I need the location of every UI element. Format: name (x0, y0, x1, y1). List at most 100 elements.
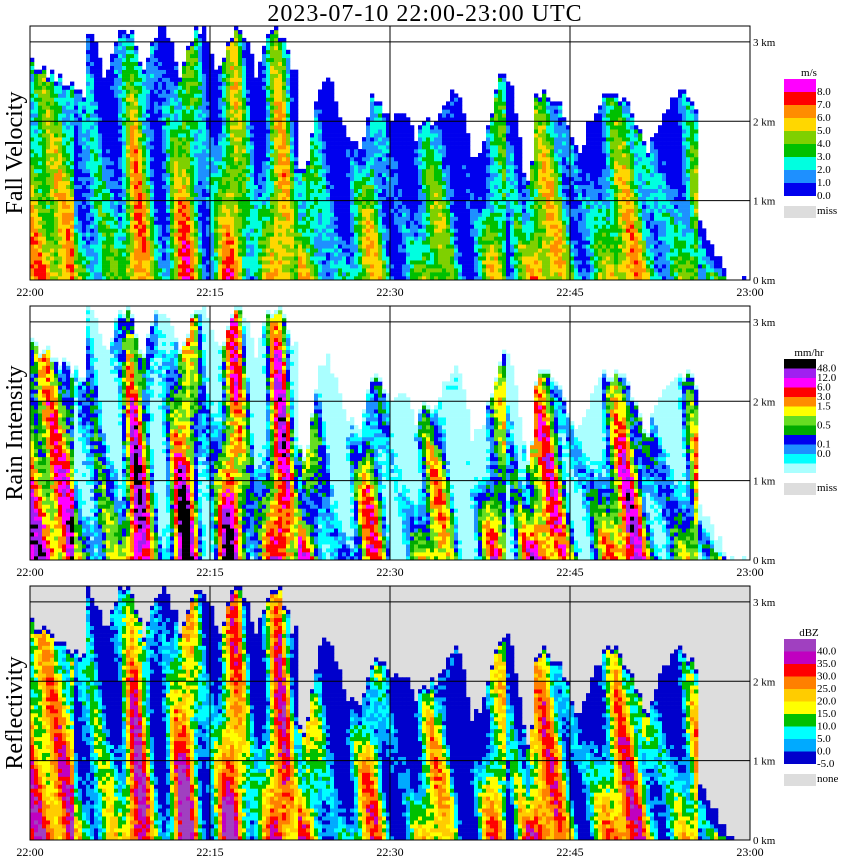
heatmap-cell (82, 196, 87, 201)
heatmap-cell (322, 164, 327, 170)
heatmap-cell (358, 240, 363, 245)
heatmap-cell (242, 236, 247, 241)
heatmap-cell (102, 117, 107, 122)
heatmap-cell (62, 212, 67, 217)
heatmap-cell (334, 236, 339, 241)
heatmap-cell (134, 109, 139, 114)
heatmap-cell (242, 176, 247, 182)
heatmap-cell (278, 141, 283, 146)
heatmap-cell (38, 89, 43, 94)
heatmap-cell (102, 264, 107, 269)
heatmap-cell (186, 264, 191, 269)
heatmap-cell (362, 252, 367, 257)
heatmap-cell (50, 176, 55, 182)
heatmap-cell (194, 97, 199, 102)
heatmap-cell (330, 260, 335, 265)
heatmap-cell (198, 240, 203, 245)
heatmap-cell (234, 228, 239, 233)
heatmap-cell (230, 105, 235, 110)
heatmap-cell (78, 268, 83, 273)
heatmap-cell (110, 160, 115, 166)
heatmap-cell (202, 33, 207, 39)
heatmap-cell (162, 93, 167, 98)
heatmap-cell (194, 141, 199, 146)
heatmap-cell (74, 105, 79, 110)
heatmap-cell (30, 81, 35, 86)
heatmap-cell (342, 176, 347, 182)
heatmap-cell (326, 200, 331, 205)
heatmap-cell (166, 212, 171, 217)
heatmap-cell (322, 153, 327, 158)
heatmap-cell (202, 26, 207, 31)
heatmap-cell (254, 168, 259, 174)
heatmap-cell (70, 184, 75, 190)
heatmap-cell (350, 256, 355, 261)
heatmap-cell (154, 45, 159, 51)
heatmap-cell (178, 93, 183, 98)
heatmap-cell (378, 160, 383, 166)
heatmap-cell (50, 121, 55, 126)
heatmap-cell (382, 121, 387, 126)
heatmap-cell (394, 141, 399, 146)
heatmap-cell (262, 204, 267, 209)
heatmap-cell (218, 109, 223, 114)
heatmap-cell (106, 164, 111, 170)
heatmap-cell (298, 248, 303, 253)
heatmap-cell (90, 37, 95, 43)
heatmap-cell (126, 200, 131, 205)
heatmap-cell (258, 69, 263, 74)
heatmap-cell (210, 101, 215, 106)
heatmap-cell (138, 61, 143, 66)
heatmap-cell (230, 145, 235, 150)
heatmap-cell (194, 137, 199, 142)
heatmap-cell (274, 57, 279, 63)
heatmap-cell (338, 248, 343, 253)
heatmap-cell (114, 77, 119, 82)
heatmap-cell (46, 212, 51, 217)
heatmap-cell (198, 93, 203, 98)
heatmap-cell (234, 101, 239, 106)
heatmap-cell (274, 164, 279, 170)
heatmap-cell (226, 208, 231, 213)
heatmap-cell (58, 113, 63, 118)
heatmap-cell (234, 184, 239, 190)
heatmap-cell (34, 89, 39, 94)
heatmap-cell (166, 129, 171, 134)
heatmap-cell (170, 156, 175, 162)
heatmap-cell (226, 105, 231, 110)
heatmap-cell (266, 240, 271, 245)
heatmap-cell (218, 216, 223, 221)
heatmap-cell (38, 252, 43, 257)
heatmap-cell (162, 69, 167, 74)
heatmap-cell (142, 180, 147, 186)
heatmap-cell (54, 184, 59, 190)
heatmap-cell (190, 65, 195, 70)
heatmap-cell (278, 244, 283, 249)
heatmap-cell (106, 121, 111, 126)
heatmap-cell (114, 248, 119, 253)
heatmap-cell (210, 204, 215, 209)
heatmap-cell (150, 164, 155, 170)
heatmap-cell (142, 212, 147, 217)
heatmap-cell (90, 145, 95, 150)
heatmap-cell (278, 117, 283, 122)
heatmap-cell (34, 232, 39, 237)
heatmap-cell (234, 244, 239, 249)
heatmap-cell (58, 272, 63, 277)
heatmap-cell (326, 105, 331, 110)
heatmap-cell (266, 216, 271, 221)
heatmap-cell (278, 41, 283, 47)
heatmap-cell (150, 137, 155, 142)
heatmap-cell (342, 216, 347, 221)
heatmap-cell (174, 272, 179, 277)
heatmap-cell (318, 129, 323, 134)
heatmap-cell (94, 228, 99, 233)
heatmap-cell (330, 121, 335, 126)
heatmap-cell (238, 129, 243, 134)
heatmap-cell (106, 133, 111, 138)
heatmap-cell (366, 264, 371, 269)
heatmap-cell (326, 125, 331, 130)
heatmap-cell (162, 37, 167, 43)
heatmap-cell (234, 156, 239, 162)
heatmap-cell (158, 141, 163, 146)
